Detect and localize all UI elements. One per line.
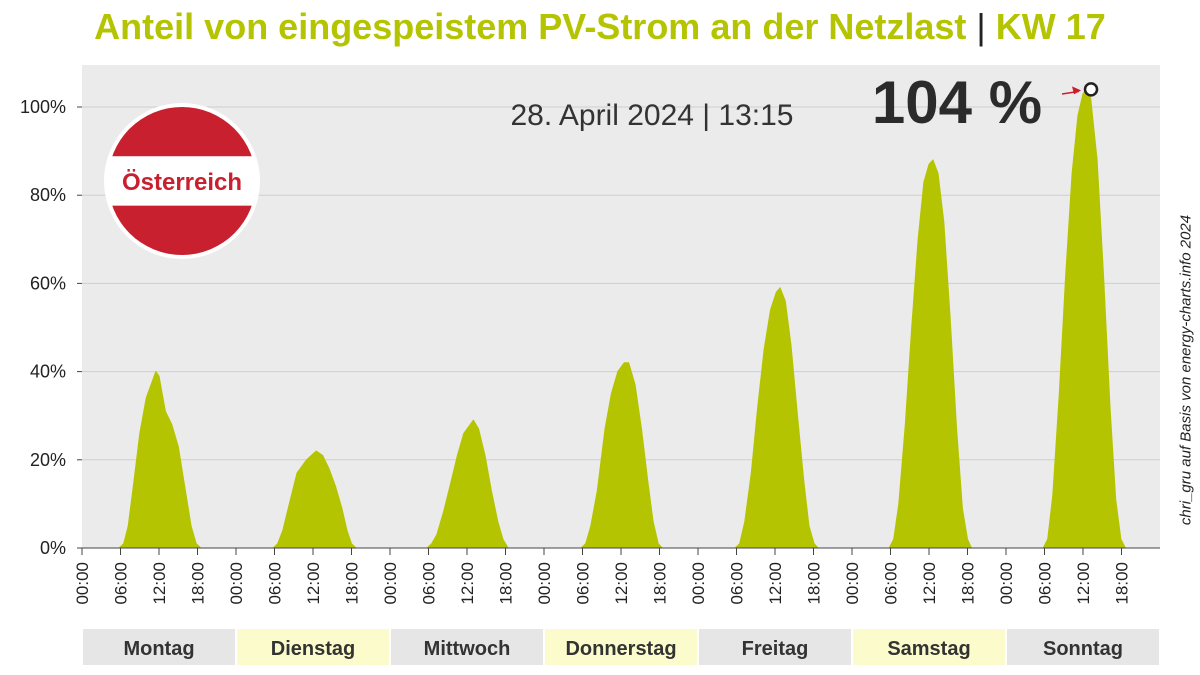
flag-band — [108, 156, 256, 206]
badge-label: Österreich — [122, 169, 242, 196]
y-tick-label: 100% — [20, 97, 66, 117]
x-tick-label: 06:00 — [574, 562, 593, 605]
y-tick-label: 20% — [30, 450, 66, 470]
y-tick-label: 80% — [30, 185, 66, 205]
timestamp-label: 28. April 2024 | 13:15 — [510, 99, 793, 132]
x-tick-label: 18:00 — [959, 562, 978, 605]
x-tick-label: 00:00 — [381, 562, 400, 605]
x-tick-label: 18:00 — [189, 562, 208, 605]
x-tick-label: 06:00 — [882, 562, 901, 605]
y-tick-label: 40% — [30, 362, 66, 382]
x-tick-label: 18:00 — [651, 562, 670, 605]
x-tick-label: 06:00 — [1036, 562, 1055, 605]
peak-label: 104 % — [872, 69, 1042, 136]
pv-area-samstag — [888, 159, 972, 549]
pv-area-donnerstag — [580, 362, 663, 549]
x-tick-label: 18:00 — [805, 562, 824, 605]
day-label-box — [545, 629, 697, 665]
x-tick-label: 18:00 — [343, 562, 362, 605]
x-tick-label: 18:00 — [1113, 562, 1132, 605]
day-label-box — [391, 629, 543, 665]
x-tick-label: 12:00 — [612, 562, 631, 605]
day-label-box — [83, 629, 235, 665]
x-tick-label: 12:00 — [1074, 562, 1093, 605]
day-label: Dienstag — [271, 638, 355, 660]
day-label: Donnerstag — [565, 638, 676, 660]
x-tick-label: 06:00 — [420, 562, 439, 605]
x-tick-label: 00:00 — [73, 562, 92, 605]
x-tick-label: 12:00 — [920, 562, 939, 605]
x-tick-label: 18:00 — [497, 562, 516, 605]
title-separator: | — [976, 6, 986, 47]
x-tick-label: 00:00 — [843, 562, 862, 605]
peak-arrow-head — [1072, 86, 1082, 95]
x-tick-label: 12:00 — [150, 562, 169, 605]
day-label-box — [237, 629, 389, 665]
day-label-box — [1007, 629, 1159, 665]
x-tick-label: 06:00 — [266, 562, 285, 605]
x-tick-label: 00:00 — [535, 562, 554, 605]
x-tick-label: 12:00 — [458, 562, 477, 605]
pv-area-freitag — [734, 287, 819, 549]
x-tick-label: 00:00 — [689, 562, 708, 605]
y-tick-label: 0% — [40, 538, 66, 558]
day-label: Freitag — [742, 638, 809, 660]
day-label: Sonntag — [1043, 638, 1123, 660]
pv-area-mittwoch — [426, 419, 509, 549]
pv-area-dienstag — [272, 450, 357, 549]
day-label-box — [853, 629, 1005, 665]
x-tick-label: 12:00 — [304, 562, 323, 605]
pv-area-montag — [118, 371, 202, 549]
x-tick-label: 00:00 — [997, 562, 1016, 605]
x-tick-label: 12:00 — [766, 562, 785, 605]
chart-title-week: KW 17 — [995, 6, 1106, 47]
chart-title-main: Anteil von eingespeistem PV-Strom an der… — [94, 6, 967, 47]
x-tick-label: 00:00 — [227, 562, 246, 605]
source-credit: chri_gru auf Basis von energy-charts.inf… — [1177, 214, 1195, 526]
peak-marker — [1083, 82, 1099, 97]
y-tick-label: 60% — [30, 273, 66, 293]
chart-title: Anteil von eingespeistem PV-Strom an der… — [0, 6, 1200, 48]
day-label: Mittwoch — [424, 638, 511, 660]
day-label-box — [699, 629, 851, 665]
x-tick-label: 06:00 — [728, 562, 747, 605]
day-label: Samstag — [887, 638, 970, 660]
day-label: Montag — [123, 638, 194, 660]
x-tick-label: 06:00 — [112, 562, 131, 605]
